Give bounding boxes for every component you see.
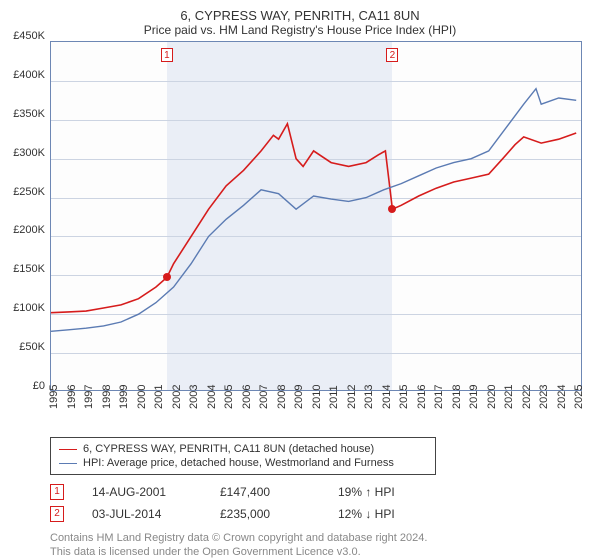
x-tick-label: 2008 — [276, 385, 288, 409]
sale-marker-icon: 1 — [50, 484, 64, 500]
sales-table: 1 14-AUG-2001 £147,400 19% ↑ HPI 2 03-JUL-201… — [50, 481, 590, 525]
y-tick-label: £350K — [13, 108, 45, 120]
footer-line: Contains HM Land Registry data © Crown c… — [50, 531, 590, 545]
x-tick-label: 1997 — [83, 385, 95, 409]
x-tick-label: 2020 — [486, 385, 498, 409]
sale-hpi-delta: 19% ↑ HPI — [338, 485, 395, 499]
x-tick-label: 2010 — [311, 385, 323, 409]
sale-date: 14-AUG-2001 — [92, 485, 192, 499]
sale-marker-icon: 2 — [50, 506, 64, 522]
footer-line: This data is licensed under the Open Gov… — [50, 545, 590, 559]
y-tick-label: £300K — [13, 147, 45, 159]
sale-marker-dot — [163, 273, 171, 281]
x-tick-label: 2022 — [521, 385, 533, 409]
x-tick-label: 2023 — [538, 385, 550, 409]
legend-label: HPI: Average price, detached house, West… — [83, 457, 394, 469]
legend-box: 6, CYPRESS WAY, PENRITH, CA11 8UN (detac… — [50, 437, 436, 475]
sale-row: 2 03-JUL-2014 £235,000 12% ↓ HPI — [50, 503, 590, 525]
x-tick-label: 2001 — [153, 385, 165, 409]
sale-price: £147,400 — [220, 485, 310, 499]
page-subtitle: Price paid vs. HM Land Registry's House … — [10, 23, 590, 37]
x-tick-label: 2003 — [188, 385, 200, 409]
x-tick-label: 2013 — [363, 385, 375, 409]
x-tick-label: 2021 — [503, 385, 515, 409]
page-title: 6, CYPRESS WAY, PENRITH, CA11 8UN — [10, 8, 590, 23]
sale-hpi-delta: 12% ↓ HPI — [338, 507, 395, 521]
legend-label: 6, CYPRESS WAY, PENRITH, CA11 8UN (detac… — [83, 443, 374, 455]
chart-lines — [51, 42, 585, 392]
x-tick-label: 2000 — [136, 385, 148, 409]
sale-marker-box: 1 — [161, 48, 173, 62]
x-axis-labels: 1995199619971998199920002001200220032004… — [50, 391, 582, 433]
x-tick-label: 2018 — [451, 385, 463, 409]
x-tick-label: 1998 — [101, 385, 113, 409]
y-tick-label: £100K — [13, 302, 45, 314]
sale-marker-box: 2 — [386, 48, 398, 62]
y-tick-label: £50K — [19, 341, 45, 353]
y-tick-label: £400K — [13, 69, 45, 81]
legend-row: 6, CYPRESS WAY, PENRITH, CA11 8UN (detac… — [59, 442, 427, 456]
legend-swatch — [59, 463, 77, 464]
sale-date: 03-JUL-2014 — [92, 507, 192, 521]
series-price_paid — [51, 124, 576, 313]
y-tick-label: £250K — [13, 186, 45, 198]
price-chart: £0£50K£100K£150K£200K£250K£300K£350K£400… — [50, 41, 582, 391]
x-tick-label: 2024 — [556, 385, 568, 409]
x-tick-label: 2016 — [416, 385, 428, 409]
y-tick-label: £150K — [13, 263, 45, 275]
x-tick-label: 2014 — [381, 385, 393, 409]
x-tick-label: 2002 — [171, 385, 183, 409]
x-tick-label: 2005 — [223, 385, 235, 409]
x-tick-label: 2006 — [241, 385, 253, 409]
x-tick-label: 2011 — [328, 385, 340, 409]
x-tick-label: 1995 — [48, 385, 60, 409]
sale-marker-dot — [388, 205, 396, 213]
x-tick-label: 2004 — [206, 385, 218, 409]
x-tick-label: 2019 — [468, 385, 480, 409]
y-axis-labels: £0£50K£100K£150K£200K£250K£300K£350K£400… — [9, 36, 49, 384]
y-tick-label: £200K — [13, 224, 45, 236]
x-tick-label: 1996 — [66, 385, 78, 409]
legend-row: HPI: Average price, detached house, West… — [59, 456, 427, 470]
x-tick-label: 2025 — [573, 385, 585, 409]
sale-price: £235,000 — [220, 507, 310, 521]
y-tick-label: £450K — [13, 30, 45, 42]
sale-row: 1 14-AUG-2001 £147,400 19% ↑ HPI — [50, 481, 590, 503]
x-tick-label: 2007 — [258, 385, 270, 409]
x-tick-label: 2015 — [398, 385, 410, 409]
attribution-footer: Contains HM Land Registry data © Crown c… — [50, 531, 590, 560]
y-tick-label: £0 — [33, 380, 45, 392]
x-tick-label: 2009 — [293, 385, 305, 409]
legend-swatch — [59, 449, 77, 450]
x-tick-label: 1999 — [118, 385, 130, 409]
x-tick-label: 2017 — [433, 385, 445, 409]
x-tick-label: 2012 — [346, 385, 358, 409]
series-hpi — [51, 89, 576, 332]
